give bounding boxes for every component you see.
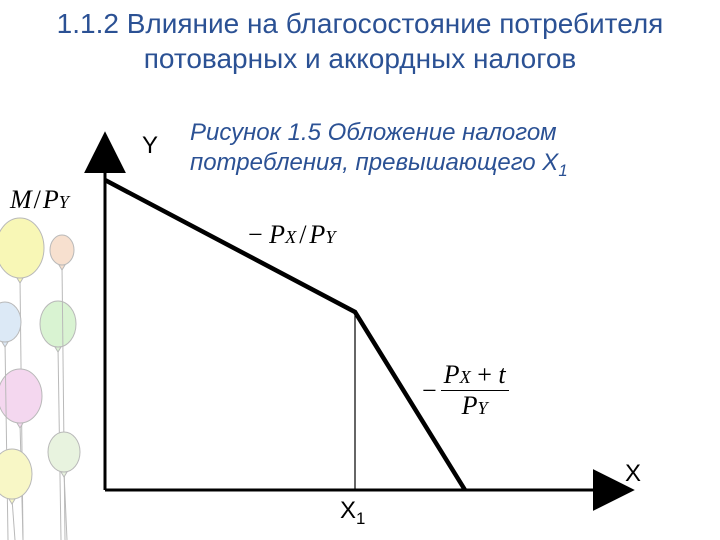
slide-content: 1.1.2 Влияние на благосостояние потребит… — [0, 0, 720, 540]
slope-label-1: − PX/PY — [248, 220, 335, 250]
x1-tick-label: X1 — [340, 497, 365, 529]
slope-label-2: − PX + t PY — [422, 360, 509, 421]
y-intercept-label: M/PY — [10, 185, 69, 215]
chart-svg — [0, 0, 720, 540]
y-axis-label: Y — [142, 132, 158, 160]
x-axis-label: X — [625, 460, 641, 488]
